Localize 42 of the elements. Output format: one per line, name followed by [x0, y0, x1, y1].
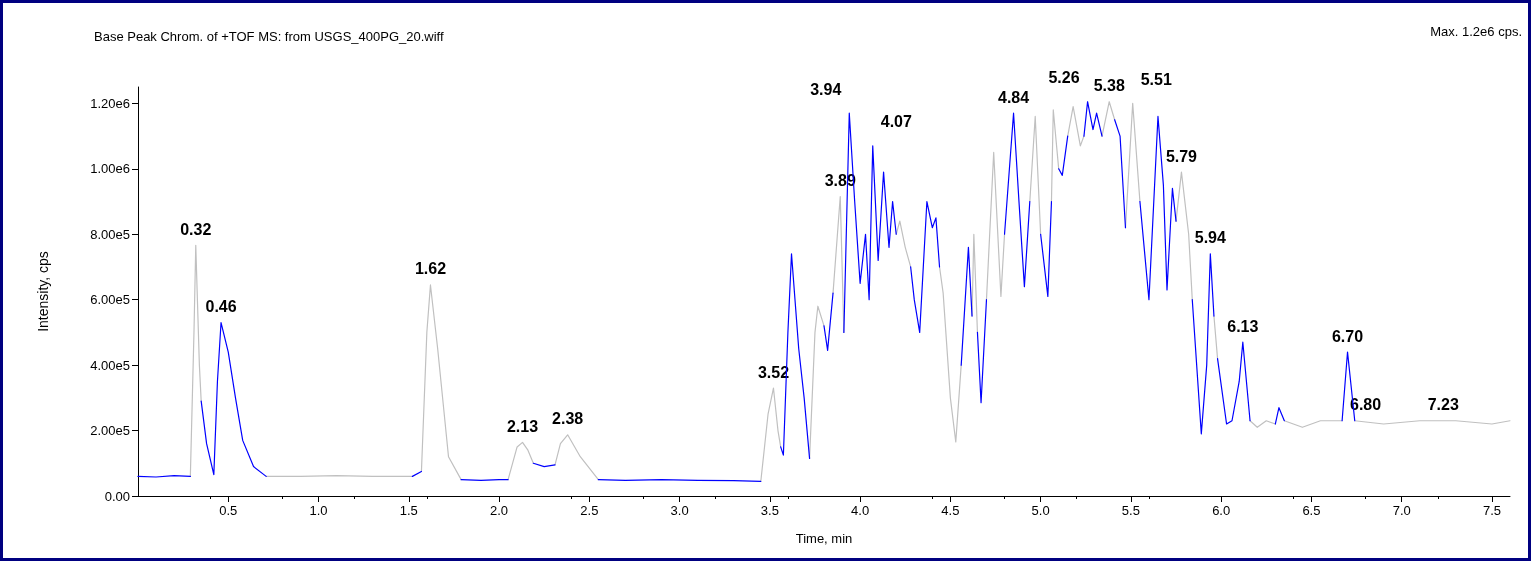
x-tick-label: 4.0	[851, 503, 870, 518]
annotation: 5.26	[1048, 69, 1080, 87]
x-tick-label: 1.5	[399, 503, 418, 518]
x-tick-label: 7.5	[1482, 503, 1501, 518]
annotation: 3.94	[810, 80, 842, 98]
x-tick-label: 5.0	[1031, 503, 1050, 518]
y-tick-label: 4.00e5	[90, 357, 130, 373]
annotation: 5.51	[1140, 70, 1172, 88]
annotation: 5.94	[1194, 229, 1226, 247]
annotation: 4.07	[880, 113, 912, 131]
annotation: 5.79	[1165, 147, 1198, 165]
x-tick-label: 5.5	[1121, 503, 1140, 518]
x-tick-label: 6.0	[1212, 503, 1231, 518]
annotation: 6.70	[1331, 327, 1364, 345]
y-tick-label: 2.00e5	[90, 423, 130, 439]
x-tick-label: 4.5	[941, 503, 960, 518]
chart-title: Base Peak Chrom. of +TOF MS: from USGS_400PG_20.wiff	[94, 29, 444, 44]
x-tick-label: 1.0	[309, 503, 328, 518]
x-tick-label: 3.5	[760, 503, 779, 518]
x-tick-label: 7.0	[1392, 503, 1411, 518]
annotation: 2.13	[506, 417, 539, 435]
y-tick-label: 1.20e6	[90, 95, 130, 111]
x-axis-title: Time, min	[795, 531, 853, 546]
y-tick-label: 1.00e6	[90, 161, 130, 177]
y-tick-label: 8.00e5	[90, 226, 130, 242]
x-tick-label: 0.5	[219, 503, 238, 518]
x-tick-label: 2.0	[490, 503, 509, 518]
x-tick-label: 2.5	[580, 503, 599, 518]
annotation: 5.38	[1093, 77, 1125, 95]
x-tick-label: 6.5	[1302, 503, 1321, 518]
annotation: 2.38	[552, 410, 584, 428]
text: Max. 1.2e6 cps.	[1430, 24, 1523, 39]
y-tick-label: 0.00	[104, 488, 130, 504]
annotation: 0.46	[205, 298, 237, 316]
y-tick-label: 6.00e5	[90, 292, 130, 308]
annotation: 0.32	[180, 220, 212, 238]
annotation: 4.84	[997, 88, 1030, 106]
annotation: 1.62	[414, 260, 447, 278]
y-axis-title: Intensity, cps	[35, 251, 51, 332]
annotation: 6.13	[1227, 317, 1259, 335]
x-tick-label: 3.0	[670, 503, 689, 518]
annotation: 7.23	[1427, 396, 1459, 414]
